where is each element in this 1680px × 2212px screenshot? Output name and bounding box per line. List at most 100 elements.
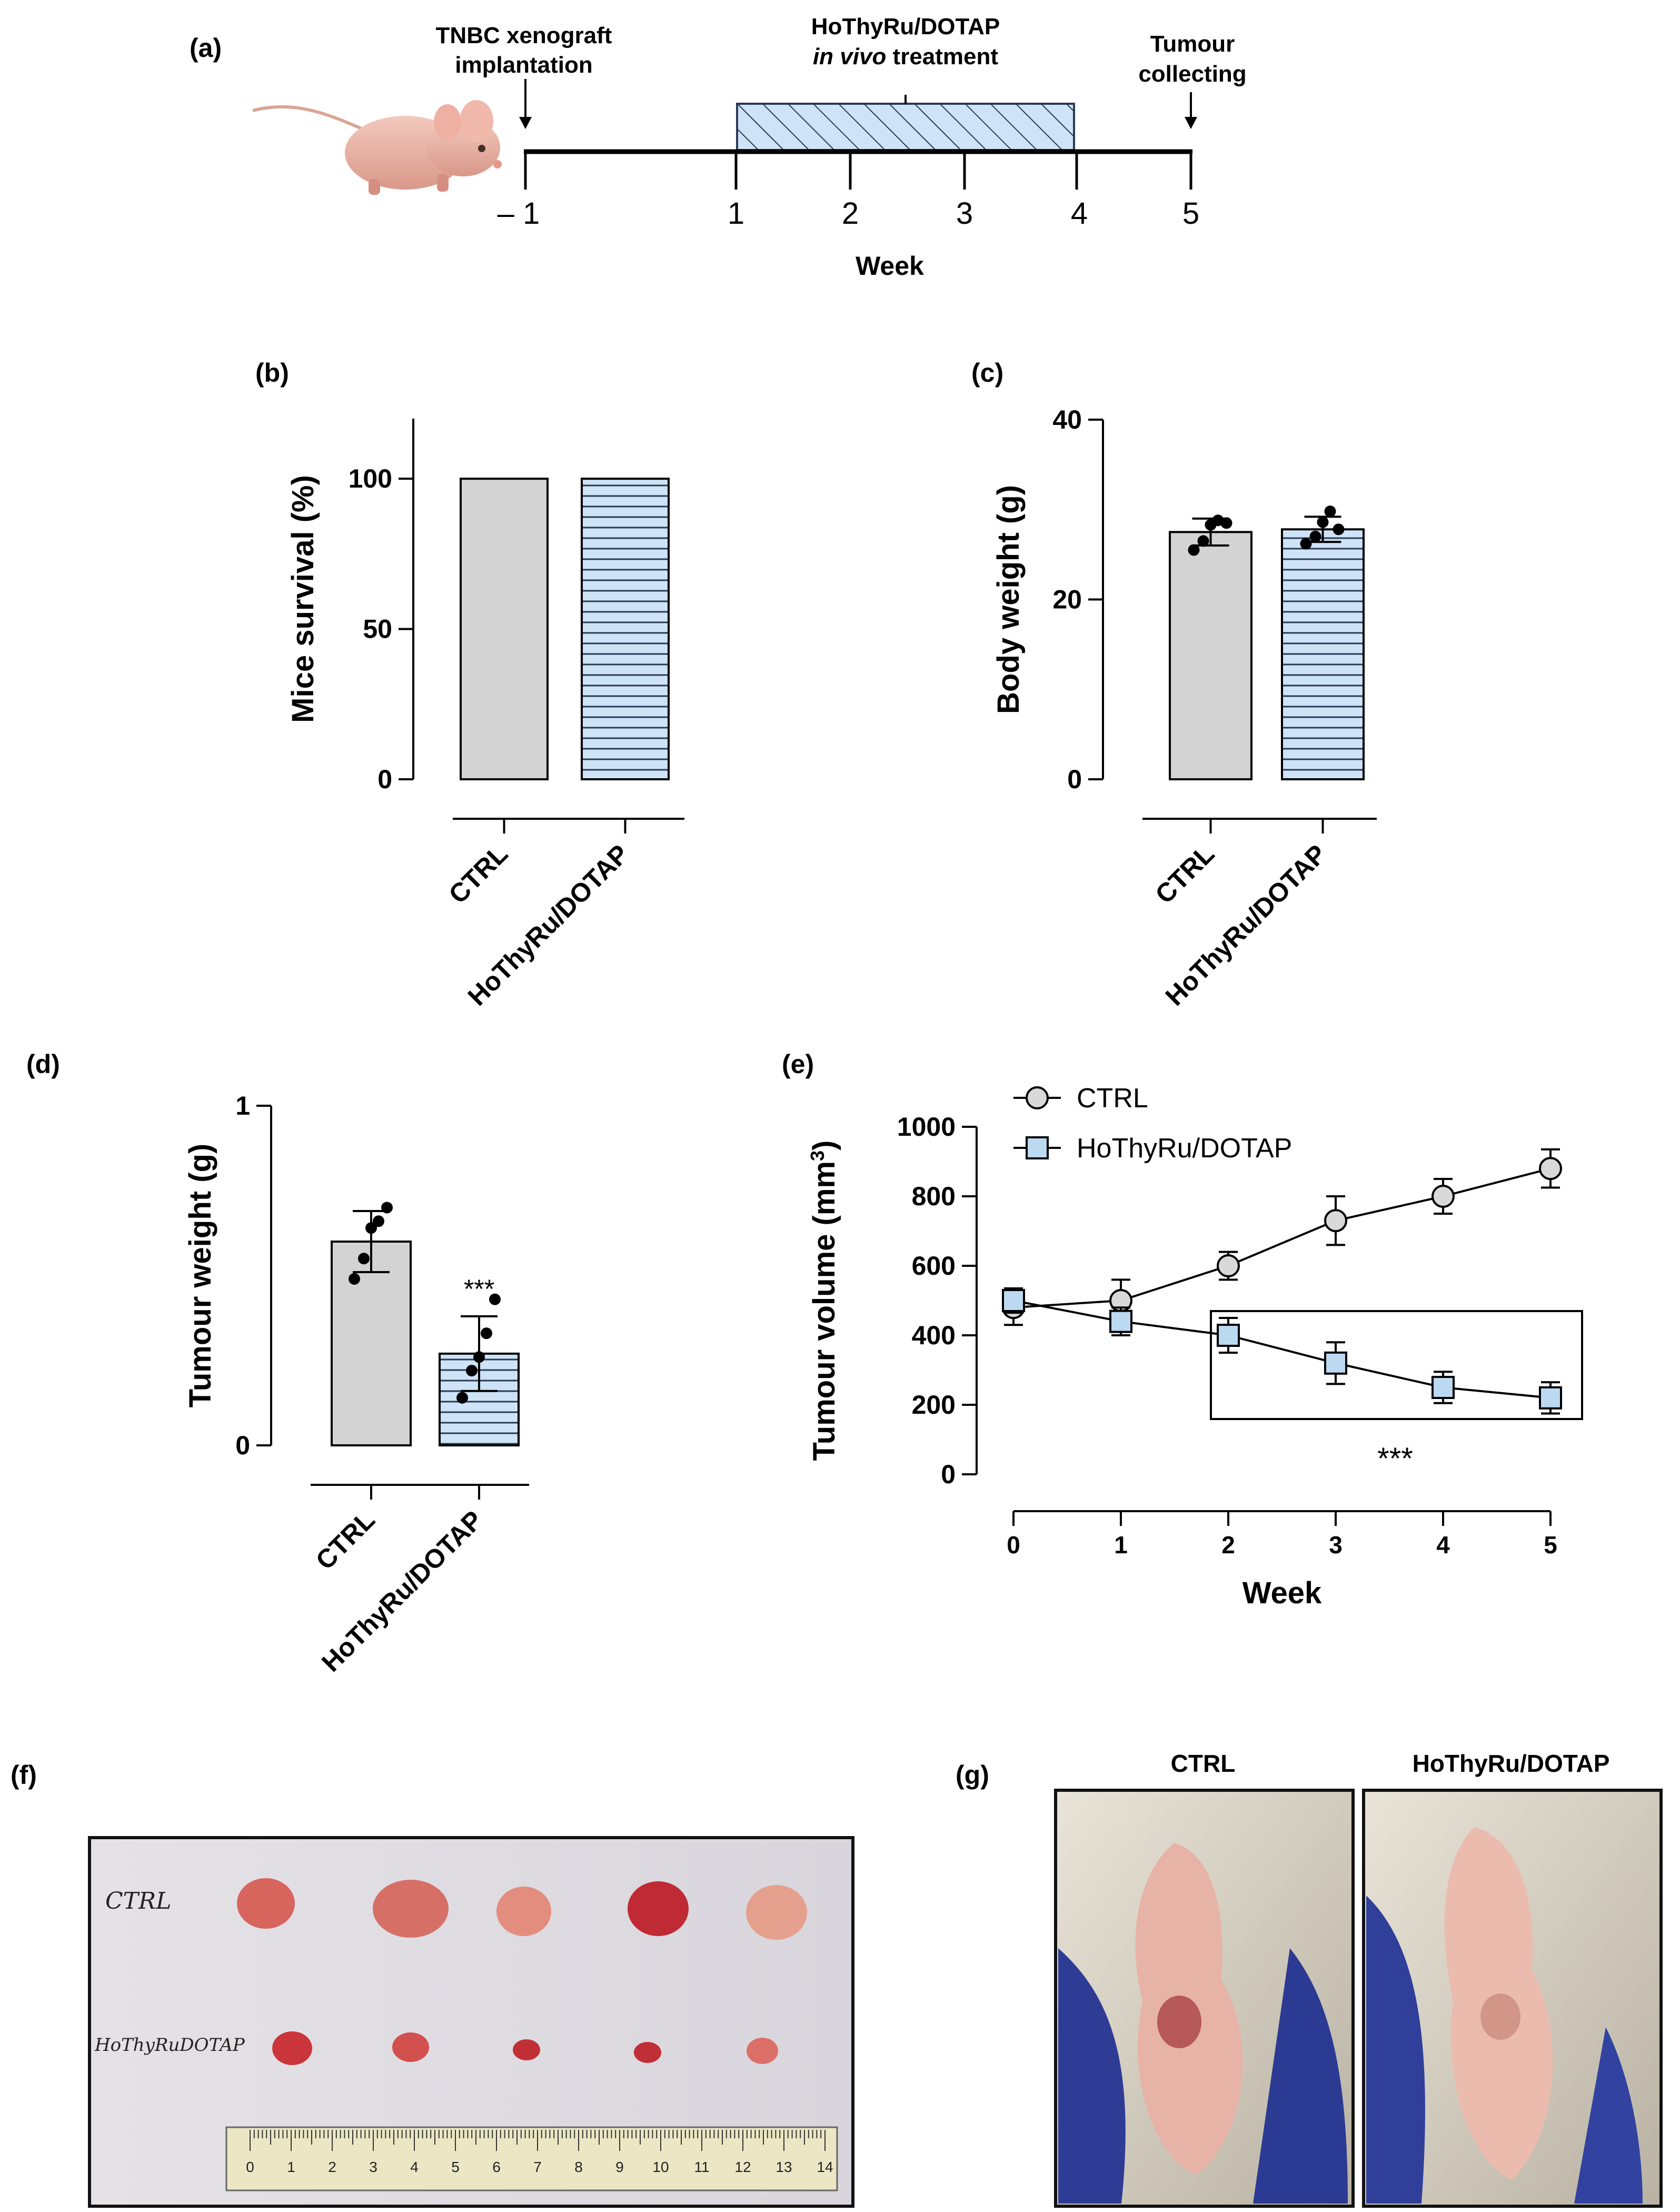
y-tick-label: 800 [912,1182,956,1211]
data-point-treated [1324,1351,1347,1375]
timeline-tick-label: 2 [842,196,859,231]
timeline-tick-label: 5 [1182,196,1199,231]
annotation-treatment-line1: HoThyRu/DOTAP [811,14,1000,39]
y-tick-label: 40 [1052,405,1082,434]
panel-e-chart: (e) 0 200 400 600 800 1000 Tumour volume (mm3) 0… [782,1049,1583,1610]
annotation-implant-line1: TNBC xenograft [436,23,612,48]
y-tick-label: 0 [941,1460,956,1489]
panel-label: (e) [782,1049,814,1079]
bar-hothyru-dotap [439,1352,520,1447]
significance-marker: *** [1377,1442,1413,1476]
bar-ctrl [1169,531,1252,780]
data-point [466,1365,478,1377]
data-point [1324,505,1336,518]
data-point-ctrl [1432,1185,1455,1208]
y-tick-label: 20 [1052,585,1082,614]
timeline-tick-label: 4 [1071,196,1088,231]
data-point [473,1351,485,1363]
ruler-number: 1 [287,2159,295,2175]
bar-ctrl [460,478,549,780]
ruler-number: 4 [410,2159,419,2175]
data-point [373,1215,384,1227]
data-point [358,1253,370,1265]
data-point [481,1327,492,1340]
legend-marker-ctrl [1026,1086,1049,1109]
ctrl-tumours [237,1878,807,1940]
data-point [1188,544,1200,556]
bar-hothyru-dotap [1281,528,1365,780]
ruler-number: 10 [652,2159,669,2175]
ruler-number: 7 [533,2159,542,2175]
mouse-icon [252,100,502,195]
y-tick-label: 600 [912,1251,956,1281]
x-tick-label: 0 [1007,1531,1020,1559]
ruler-number: 2 [328,2159,336,2175]
y-axis-title: Tumour volume (mm3) [807,1140,842,1461]
photo-caption-treated: HoThyRu/DOTAP [1413,1750,1610,1777]
ruler-number: 12 [734,2159,751,2175]
ruler-number: 14 [817,2159,833,2175]
data-point [381,1202,393,1214]
data-point-treated [1217,1324,1240,1347]
annotation-collect-line1: Tumour [1150,31,1235,57]
data-point [1197,535,1209,547]
ruler-number: 8 [574,2159,583,2175]
panel-label: (d) [26,1049,60,1079]
data-point-ctrl [1539,1157,1562,1181]
panel-g-label: (g) [956,1760,989,1790]
ruler-number: 9 [615,2159,624,2175]
y-tick-label: 0 [235,1431,250,1460]
y-tick-label: 100 [349,464,392,493]
photo-row-label-ctrl: CTRL [105,1888,171,1915]
arrow-down-icon [1185,117,1197,129]
ruler-number: 3 [369,2159,377,2175]
y-axis-title-superscript: 3 [807,1150,828,1161]
annotation-collect-line2: collecting [1138,61,1246,87]
ruler-number: 6 [492,2159,501,2175]
photo-row-label-treated: HoThyRuDOTAP [94,2035,245,2056]
y-tick-label: 1000 [897,1112,956,1142]
legend-label: HoThyRu/DOTAP [1077,1133,1292,1164]
y-tick-label: 1 [235,1091,250,1120]
timeline-tick-label: – 1 [498,196,540,231]
data-point [1317,516,1329,528]
data-point [456,1392,468,1404]
y-axis-title: Body weight (g) [991,485,1026,714]
data-point-ctrl [1217,1254,1240,1277]
data-point-treated [1539,1386,1562,1410]
series-line-ctrl [1013,1167,1551,1309]
data-point-ctrl [1324,1209,1347,1233]
panel-a-label: (a) [190,33,222,63]
x-tick-label: CTRL [310,1505,381,1575]
y-axis-title: Mice survival (%) [286,475,320,723]
legend-marker-treated [1026,1136,1049,1159]
panel-g-photos: (g) CTRL HoThyRu/DOTAP [956,1750,1663,2208]
arrow-down-icon [519,117,532,129]
data-point [365,1222,377,1234]
panel-f-label: (f) [11,1760,37,1790]
data-point [1309,530,1321,542]
y-tick-label: 0 [1067,765,1082,794]
series-line-treated [1013,1300,1551,1399]
y-tick-label: 200 [912,1390,956,1420]
significance-marker: *** [464,1274,494,1304]
photo-caption-ctrl: CTRL [1171,1750,1236,1777]
x-tick-label: 2 [1221,1531,1235,1559]
y-axis-title: Tumour weight (g) [183,1144,217,1408]
panel-label: (b) [255,358,289,388]
x-tick-label: CTRL [443,839,513,909]
timeline-tick-label: 3 [956,196,973,231]
annotation-treatment-line2: in vivo treatment [813,44,998,70]
legend-label: CTRL [1077,1083,1148,1114]
x-tick-label: 5 [1544,1531,1557,1559]
ruler-number: 13 [776,2159,792,2175]
ruler-number: 11 [694,2159,709,2175]
timeline-tick-label: 1 [728,196,744,231]
y-tick-label: 0 [377,765,392,794]
timeline-axis-label: Week [856,251,924,281]
y-tick-label: 400 [912,1321,956,1350]
panel-f-photo: (f) CTRL HoThyRuDOTAP 0 1 2 3 4 5 6 7 8 9 10 11 12 13… [11,1760,854,2208]
